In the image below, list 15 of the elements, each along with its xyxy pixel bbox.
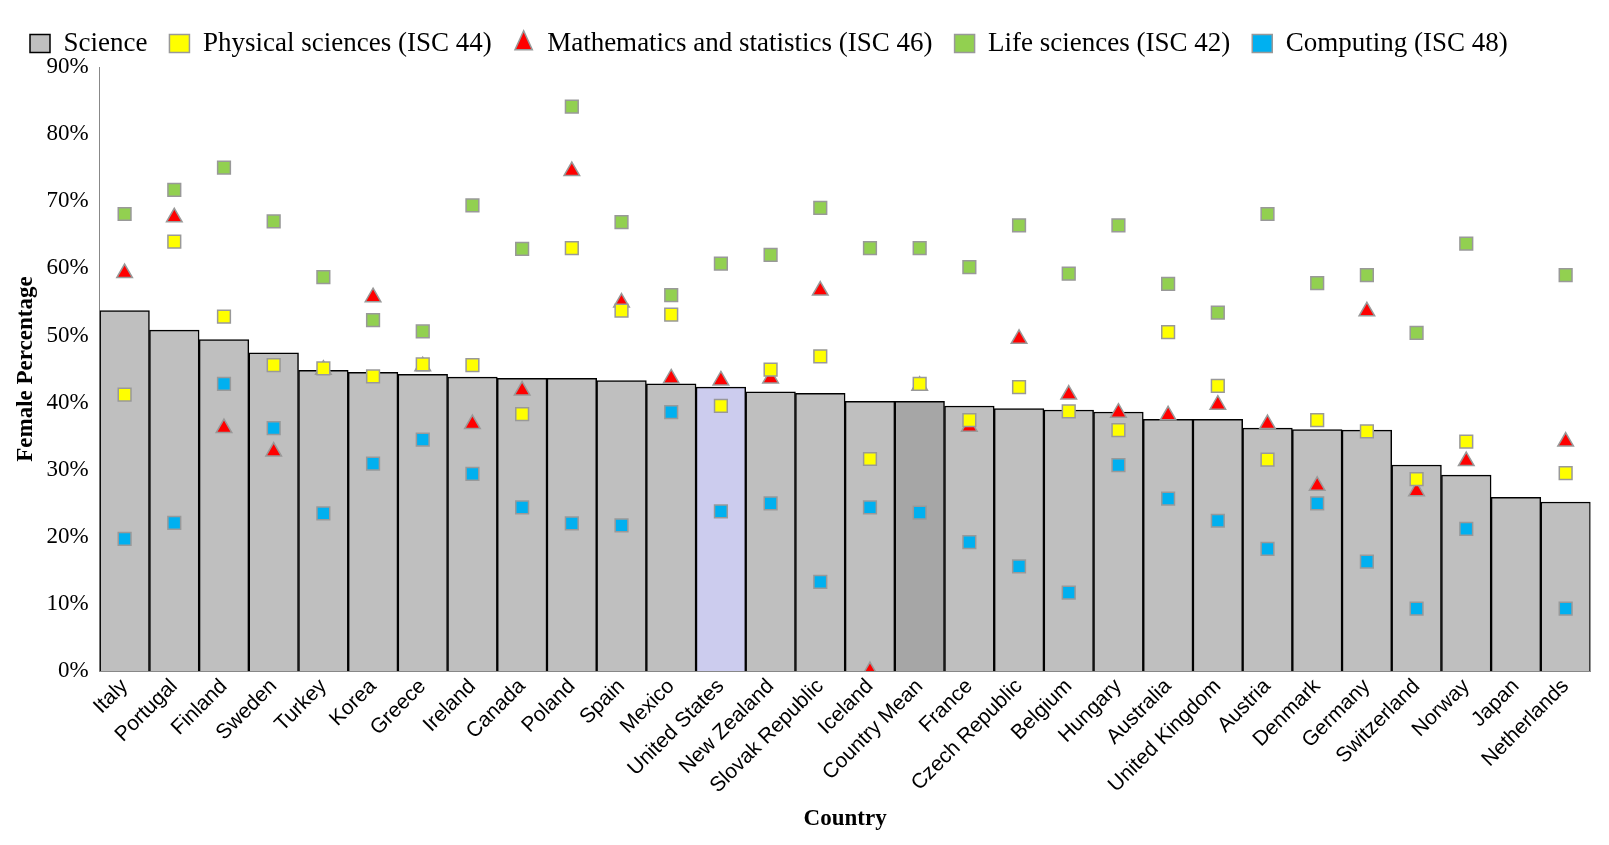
y-axis-title: Female Percentage	[11, 276, 37, 462]
legend-label: Physical sciences (ISC 44)	[202, 26, 492, 57]
y-tick-label: 30%	[46, 455, 89, 481]
legend-label: Computing (ISC 48)	[1285, 26, 1508, 57]
y-tick-label: 80%	[46, 120, 89, 146]
y-tick-label: 60%	[46, 254, 89, 280]
legend-label: Mathematics and statistics (ISC 46)	[547, 26, 933, 57]
x-axis-title: Country	[803, 805, 888, 831]
y-tick-label: 50%	[46, 321, 89, 347]
y-tick-label: 70%	[46, 187, 89, 213]
y-tick-label: 0%	[58, 657, 89, 683]
y-tick-label: 10%	[46, 590, 89, 616]
legend-label: Life sciences (ISC 42)	[988, 26, 1231, 57]
y-tick-label: 20%	[46, 522, 89, 548]
y-tick-label: 40%	[46, 388, 89, 414]
